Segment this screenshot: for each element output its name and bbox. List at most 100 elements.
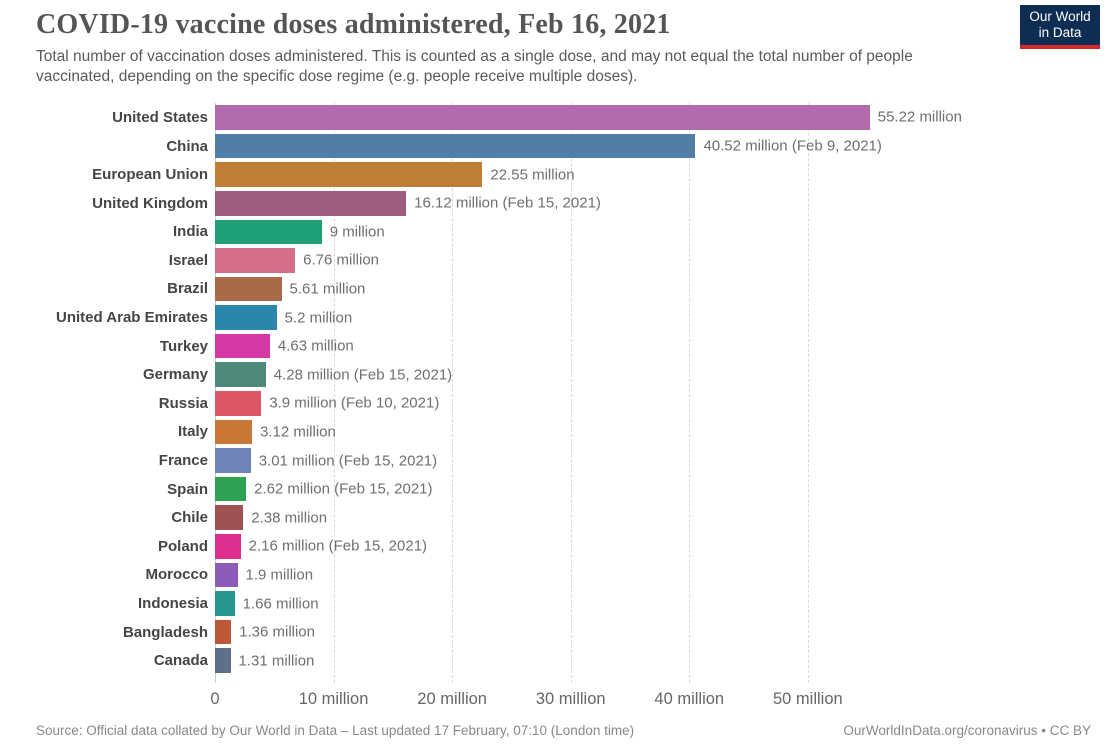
bar[interactable] [215,534,241,559]
bar-row: United States 55.22 million [0,103,1107,132]
x-tick-label: 0 [210,690,220,708]
bar[interactable] [215,276,282,302]
bar[interactable] [215,105,870,130]
owid-logo-line1: Our World [1029,9,1091,25]
bar-row: India 9 million [0,218,1107,247]
country-label: Turkey [159,337,208,355]
bar[interactable] [215,619,232,645]
country-label: Morocco [145,566,208,584]
bar[interactable] [215,419,252,445]
bar-area: 1.31 million [215,646,1107,675]
bar-row: China 40.52 million (Feb 9, 2021) [0,132,1107,161]
x-tick-label: 40 million [654,690,725,708]
bar-row: Italy 3.12 million [0,418,1107,447]
bar-chart: United States 55.22 million China 40.52 … [0,103,1107,715]
chart-subtitle: Total number of vaccination doses admini… [36,47,913,86]
bar-row: United Kingdom 16.12 million (Feb 15, 20… [0,189,1107,218]
value-label: 1.66 million [242,595,319,613]
bar[interactable] [215,562,238,588]
bar[interactable] [215,391,262,416]
bar[interactable] [215,448,251,473]
bar-row: Israel 6.76 million [0,246,1107,275]
bar-row: United Arab Emirates 5.2 million [0,303,1107,332]
bar[interactable] [215,476,247,502]
gridline [333,103,335,683]
value-label: 2.16 million (Feb 15, 2021) [248,537,428,555]
bar[interactable] [215,133,696,159]
country-label: China [166,137,208,155]
country-label: Russia [158,394,208,412]
country-label: United Arab Emirates [56,309,208,327]
country-label: Spain [167,480,208,498]
gridline [807,103,809,683]
bar-area: 1.66 million [215,589,1107,618]
bar-area: 40.52 million (Feb 9, 2021) [215,132,1107,161]
owid-coronavirus-link[interactable]: OurWorldInData.org/coronavirus • CC BY [843,723,1091,738]
page-title: COVID-19 vaccine doses administered, Feb… [36,9,671,40]
owid-logo-line2: in Data [1038,25,1082,40]
value-label: 2.62 million (Feb 15, 2021) [254,480,433,498]
x-axis: 0 10 million 20 million 30 million 40 millio… [210,683,1090,715]
bar[interactable] [215,648,231,673]
bar-row: European Union 22.55 million [0,160,1107,189]
owid-logo[interactable]: Our World in Data [1020,5,1100,49]
gridline [570,103,572,683]
value-label: 1.9 million [245,566,314,584]
country-label: United Kingdom [92,194,208,212]
value-label: 4.28 million (Feb 15, 2021) [273,366,453,384]
chart-header: COVID-19 vaccine doses administered, Feb… [0,0,1107,88]
country-label: Canada [153,652,208,670]
bar-area: 55.22 million [215,103,1107,132]
bar-area: 3.12 million [215,418,1107,447]
bar-row: France 3.01 million (Feb 15, 2021) [0,446,1107,475]
bar-area: 4.28 million (Feb 15, 2021) [215,360,1107,389]
value-label: 22.55 million [490,166,575,184]
bar[interactable] [215,219,322,245]
bar-area: 16.12 million (Feb 15, 2021) [215,189,1107,218]
value-label: 3.9 million (Feb 10, 2021) [269,394,440,412]
value-label: 3.12 million [259,423,336,441]
bar[interactable] [215,591,235,616]
bar-area: 22.55 million [215,160,1107,189]
bar-area: 4.63 million [215,332,1107,361]
bar-row: Morocco 1.9 million [0,561,1107,590]
value-label: 6.76 million [303,251,380,269]
bar-area: 3.9 million (Feb 10, 2021) [215,389,1107,418]
bar[interactable] [215,333,270,359]
value-label: 1.31 million [238,652,315,670]
bar[interactable] [215,190,407,216]
x-tick-label: 20 million [417,690,487,708]
country-label: Brazil [167,280,208,298]
country-label: Bangladesh [122,623,208,641]
value-label: 4.63 million [277,337,354,355]
bar-area: 2.62 million (Feb 15, 2021) [215,475,1107,504]
bar-row: Spain 2.62 million (Feb 15, 2021) [0,475,1107,504]
bar-area: 3.01 million (Feb 15, 2021) [215,446,1107,475]
bar-area: 2.16 million (Feb 15, 2021) [215,532,1107,561]
value-label: 2.38 million [251,509,328,527]
country-label: European Union [92,166,208,184]
bar[interactable] [215,162,483,187]
bar[interactable] [215,505,244,531]
x-tick-label: 30 million [535,690,606,708]
country-label: Italy [177,423,208,441]
bar-area: 5.61 million [215,275,1107,304]
bar-row: Germany 4.28 million (Feb 15, 2021) [0,360,1107,389]
bar[interactable] [215,248,296,273]
bar[interactable] [215,305,277,330]
bar-area: 9 million [215,218,1107,247]
value-label: 40.52 million (Feb 9, 2021) [703,137,882,155]
bar-row: Poland 2.16 million (Feb 15, 2021) [0,532,1107,561]
bar-area: 1.9 million [215,561,1107,590]
bar-row: Chile 2.38 million [0,503,1107,532]
country-label: Chile [171,509,208,527]
country-label: Indonesia [137,595,208,613]
bar-rows: United States 55.22 million China 40.52 … [0,103,1107,675]
gridline [689,103,691,683]
value-label: 16.12 million (Feb 15, 2021) [414,194,601,212]
bar-area: 1.36 million [215,618,1107,647]
bar-row: Canada 1.31 million [0,646,1107,675]
bar[interactable] [215,362,266,388]
bar-row: Turkey 4.63 million [0,332,1107,361]
country-label: Germany [142,366,208,384]
